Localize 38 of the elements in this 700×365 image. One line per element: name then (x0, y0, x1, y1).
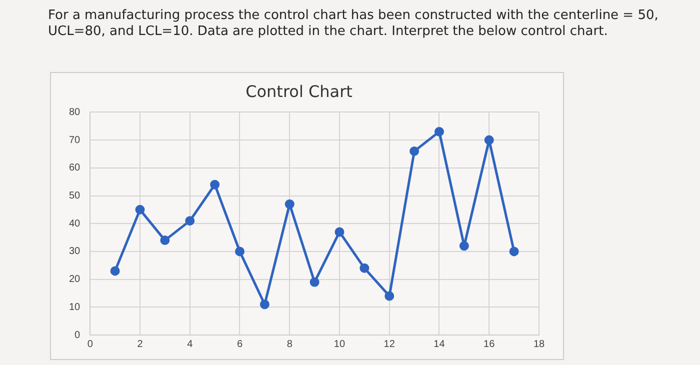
y-tick-label: 70 (69, 134, 81, 146)
point (260, 300, 270, 310)
x-tick-label: 2 (137, 338, 144, 350)
point (384, 291, 394, 301)
x-tick-label: 6 (236, 338, 243, 350)
point (110, 266, 120, 276)
x-tick-label: 16 (484, 338, 496, 350)
point (185, 216, 195, 226)
point (360, 263, 370, 273)
point (410, 146, 420, 156)
point (484, 135, 494, 145)
point (210, 180, 220, 190)
x-tick-label: 10 (334, 338, 346, 350)
y-tick-label: 40 (69, 218, 81, 230)
point (434, 126, 444, 136)
point (310, 277, 320, 287)
text: For a manufacturing process the control chart has been constructed with the centerline = 50, UCL=80, and LCL=10. Data are plotted in the chart. Interpret the below control chart. (48, 8, 660, 40)
x-tick-label: 4 (187, 338, 194, 350)
point (459, 241, 469, 251)
chart-title: Control Chart (246, 82, 352, 101)
point (135, 204, 145, 214)
y-tick-label: 60 (69, 162, 81, 174)
point (334, 227, 344, 237)
point (284, 199, 294, 209)
x-tick-label: 14 (434, 338, 446, 350)
y-tick-label: 80 (69, 106, 81, 118)
x-tick-label: 18 (533, 338, 545, 350)
point (235, 246, 244, 256)
point (509, 246, 519, 256)
y-tick-label: 20 (69, 274, 81, 286)
point (160, 236, 170, 246)
y-tick-label: 0 (74, 330, 81, 341)
y-tick-label: 30 (69, 246, 81, 258)
x-tick-label: 0 (87, 338, 94, 350)
x-tick-label: 12 (384, 338, 396, 350)
y-tick-label: 50 (69, 190, 81, 202)
x-tick-label: 8 (286, 338, 293, 350)
y-tick-label: 10 (69, 302, 81, 313)
